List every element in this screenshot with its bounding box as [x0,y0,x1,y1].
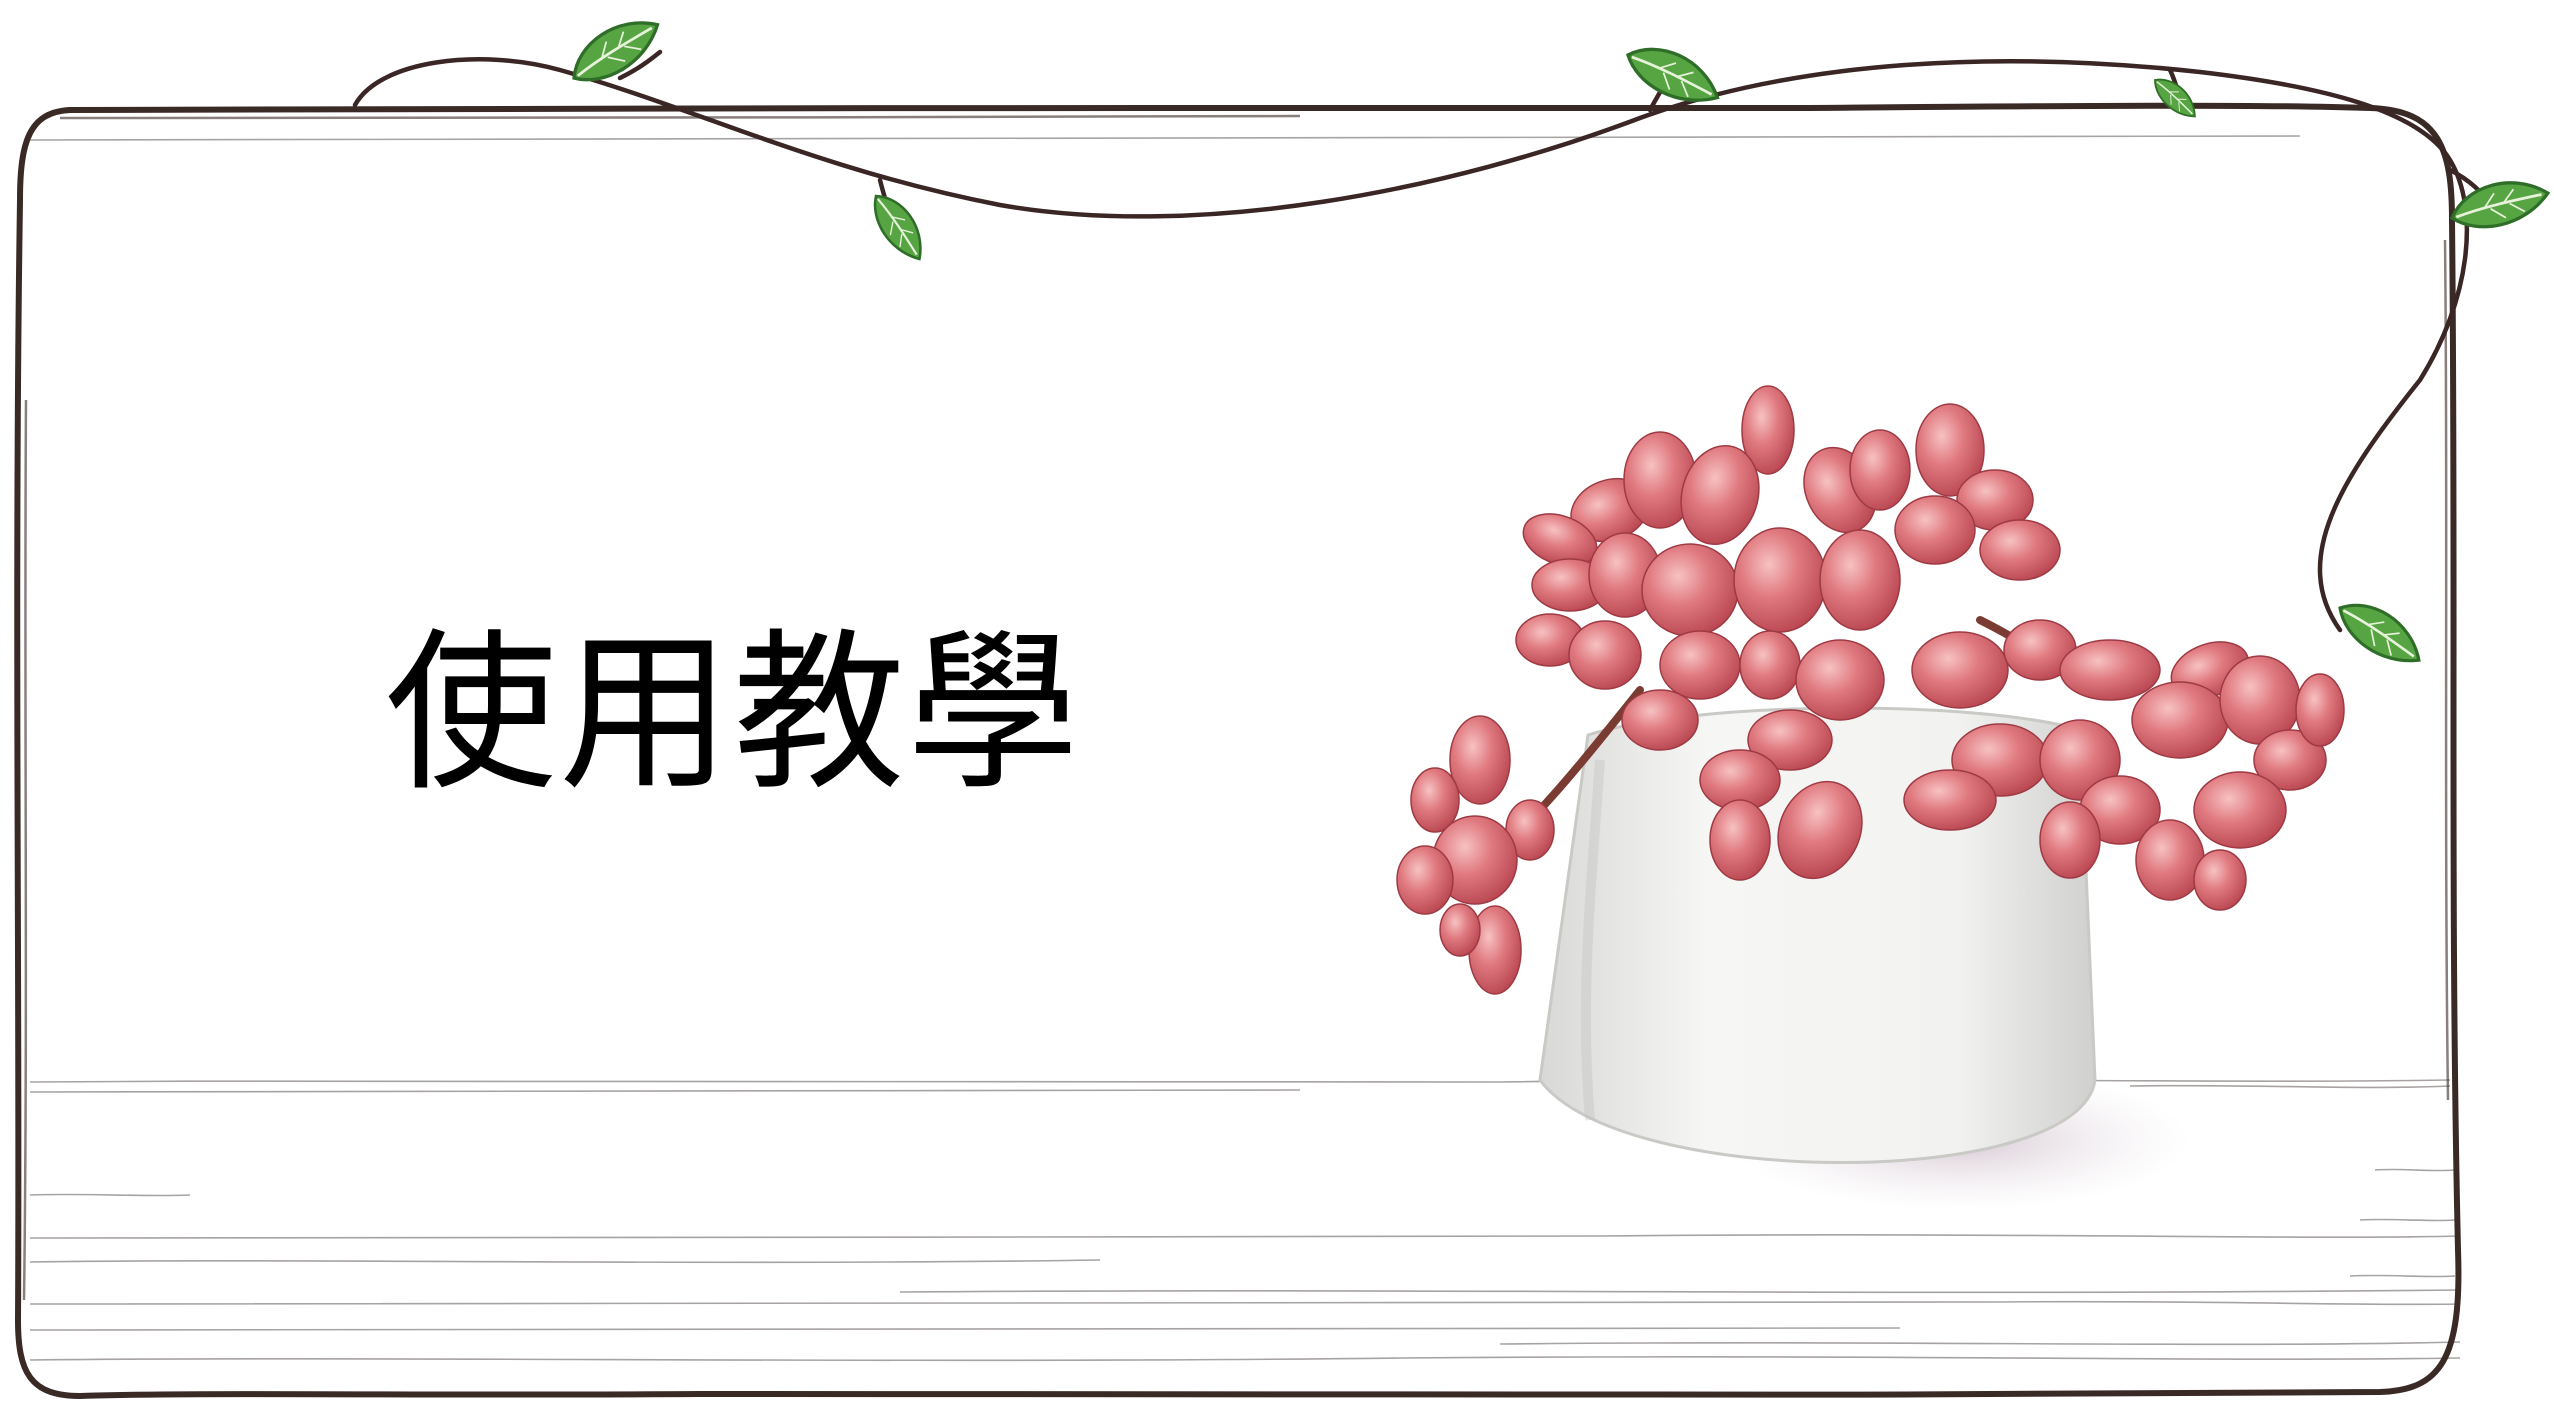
leaf-icon [863,184,934,270]
leaf-icon [560,6,670,95]
sketch-frame [14,102,2462,1400]
leaf-icon [1618,32,1729,118]
leaf-icon [2329,588,2432,679]
succulent-pot-illustration [1396,385,2345,1210]
leaf-icon [2445,172,2554,237]
succulent-petals [1396,385,2345,995]
page-title: 使用教學 [385,613,1081,814]
